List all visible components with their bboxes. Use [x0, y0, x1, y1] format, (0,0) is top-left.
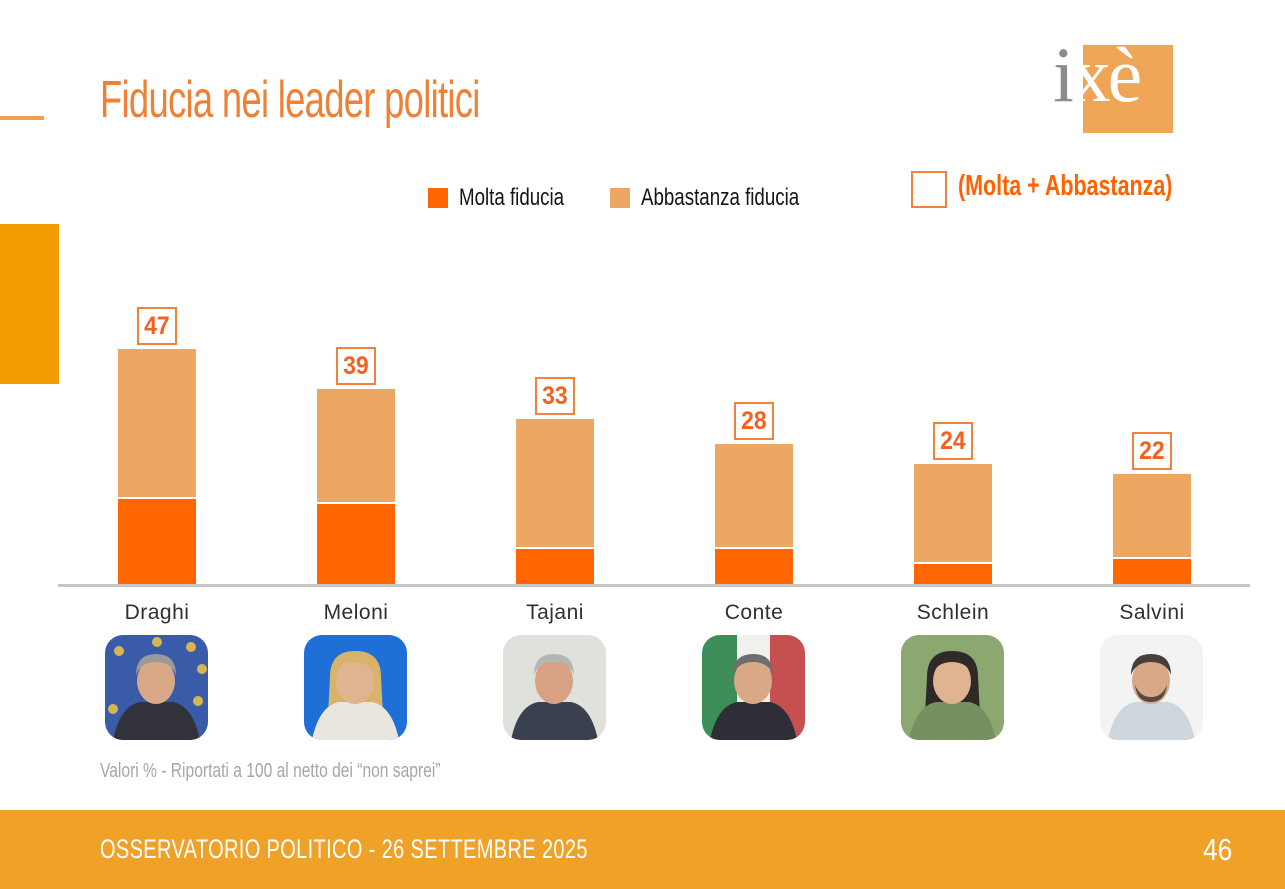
bar-segment-molta	[715, 549, 793, 584]
bar-segment-molta	[118, 499, 196, 584]
bar-total-value: 33	[542, 381, 568, 410]
bar-segment-abbastanza	[516, 419, 594, 547]
left-accent-rectangle	[0, 224, 59, 384]
bar-total-value: 24	[940, 426, 966, 455]
bar-total-value: 22	[1139, 436, 1165, 465]
ixe-logo-square	[1083, 45, 1173, 133]
bar-total-box: 33	[535, 377, 575, 415]
leader-name-label: Schlein	[916, 601, 990, 624]
bar-total-box: 39	[336, 347, 376, 385]
legend-label: Molta fiducia	[459, 184, 565, 211]
bar-total-value: 28	[741, 406, 767, 435]
legend-item-abbastanza: Abbastanza fiducia	[610, 184, 844, 212]
bar-segment-abbastanza	[914, 464, 992, 562]
page-number: 46	[1202, 831, 1232, 867]
leader-name-label: Tajani	[526, 601, 584, 624]
legend-item-molta: Molta fiducia	[428, 184, 594, 212]
leader-photo	[1100, 635, 1203, 740]
bar-segment-molta	[914, 564, 992, 584]
leader-name-label: Conte	[724, 601, 784, 624]
bar-total-box: 22	[1132, 432, 1172, 470]
ixe-logo: ixè	[1053, 36, 1142, 114]
logo-letter-i: i	[1053, 31, 1075, 118]
leader-photo	[105, 635, 208, 740]
bar-total-value: 47	[144, 311, 170, 340]
bar-segment-abbastanza	[118, 349, 196, 497]
leader-name-label: Draghi	[124, 601, 190, 624]
total-legend-label: (Molta + Abbastanza)	[958, 170, 1173, 202]
leader-photo	[901, 635, 1004, 740]
legend-swatch-molta	[428, 188, 448, 208]
left-accent-line	[0, 116, 44, 120]
leader-photo	[304, 635, 407, 740]
bar-segment-molta	[1113, 559, 1191, 584]
bar-segment-molta	[516, 549, 594, 584]
footer-title: OSSERVATORIO POLITICO - 26 SETTEMBRE 202…	[100, 834, 588, 864]
bar-total-value: 39	[343, 351, 369, 380]
bar-segment-abbastanza	[317, 389, 395, 502]
leader-name-label: Salvini	[1119, 601, 1185, 624]
total-legend-box-icon	[911, 171, 947, 208]
leader-name-label: Meloni	[323, 601, 389, 624]
bar-total-box: 24	[933, 422, 973, 460]
bar-total-box: 28	[734, 402, 774, 440]
legend-swatch-abbastanza	[610, 188, 630, 208]
x-axis-baseline	[58, 584, 1250, 587]
leader-photo	[503, 635, 606, 740]
footnote: Valori % - Riportati a 100 al netto dei …	[100, 760, 441, 782]
legend-label: Abbastanza fiducia	[641, 184, 800, 211]
bar-segment-abbastanza	[715, 444, 793, 547]
leader-photo	[702, 635, 805, 740]
bar-total-box: 47	[137, 307, 177, 345]
logo-letters-xe: xè	[1071, 31, 1143, 118]
bar-segment-molta	[317, 504, 395, 584]
page-title: Fiducia nei leader politici	[100, 71, 480, 129]
footer-bar: OSSERVATORIO POLITICO - 26 SETTEMBRE 202…	[0, 810, 1285, 889]
bar-segment-abbastanza	[1113, 474, 1191, 557]
